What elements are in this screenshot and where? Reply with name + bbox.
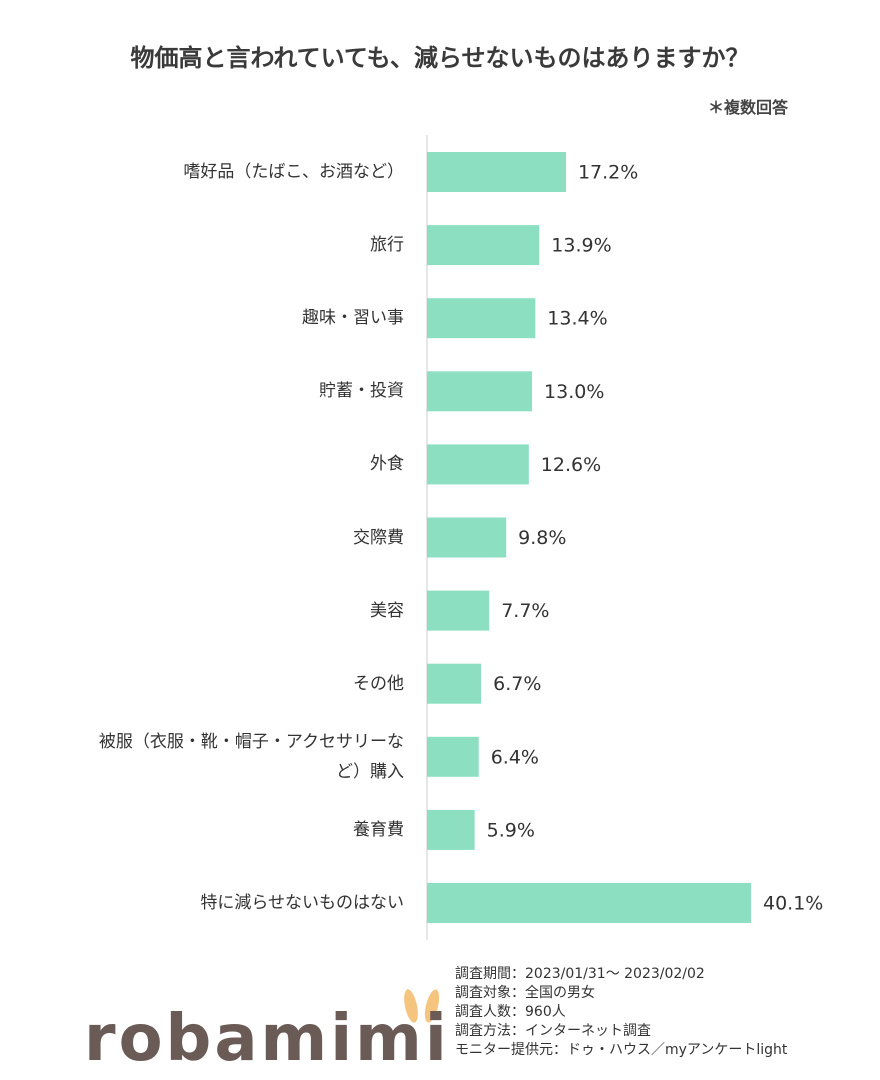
footnote: 調査対象：全国の男女 (455, 985, 595, 1001)
value-label: 13.9% (551, 235, 611, 257)
bar (427, 225, 540, 266)
value-label: 5.9% (487, 819, 535, 841)
value-label: 13.4% (547, 308, 607, 330)
value-label: 6.7% (493, 673, 541, 695)
bar (427, 444, 529, 485)
logo: robamimi (84, 1002, 450, 1076)
category-label: 旅行 (370, 235, 404, 256)
bar (427, 663, 482, 704)
logo-ear (424, 989, 440, 1023)
value-label: 40.1% (763, 893, 823, 915)
value-label: 6.4% (491, 746, 539, 768)
category-label: 美容 (370, 600, 404, 621)
category-label: 趣味・習い事 (302, 308, 404, 329)
note: ＊複数回答 (707, 98, 788, 117)
footnote: 調査人数：960人 (455, 1004, 566, 1020)
value-label: 17.2% (578, 162, 638, 184)
bar (427, 883, 752, 923)
footnote: モニター提供元：ドゥ・ハウス／myアンケートlight (455, 1042, 788, 1058)
chart-title: 物価高と言われていても、減らせないものはありますか？ (130, 44, 750, 72)
bar (427, 736, 479, 777)
notes: 調査期間：2023/01/31～ 2023/02/02 調査対象：全国の男女 調査人… (455, 965, 787, 1060)
bar (427, 152, 566, 192)
category-label: 特に減らせないものはない (200, 893, 404, 913)
category-label: 交際費 (353, 527, 404, 548)
value-label: 12.6% (541, 454, 601, 476)
bar (427, 590, 490, 631)
value-label: 13.0% (544, 381, 604, 403)
bar (427, 809, 475, 850)
logo-ear (404, 989, 418, 1023)
footnote: 調査方法：インターネット調査 (455, 1023, 651, 1039)
category-label: 貯蓄・投資 (319, 381, 404, 402)
bar (427, 517, 507, 558)
category-label: 外食 (370, 454, 404, 475)
value-label: 9.8% (518, 527, 566, 549)
category-label: 養育費 (353, 819, 404, 840)
bar (427, 371, 533, 412)
value-label: 7.7% (501, 600, 549, 622)
category-label: 被服（衣服・靴・帽子・アクセサリーなど）購入 (98, 731, 404, 782)
category-label: 嗜好品（たばこ、お酒など） (183, 162, 404, 182)
footnote: 調査期間：2023/01/31～ 2023/02/02 (455, 966, 705, 982)
category-label: その他 (353, 673, 404, 694)
bar (427, 298, 536, 339)
